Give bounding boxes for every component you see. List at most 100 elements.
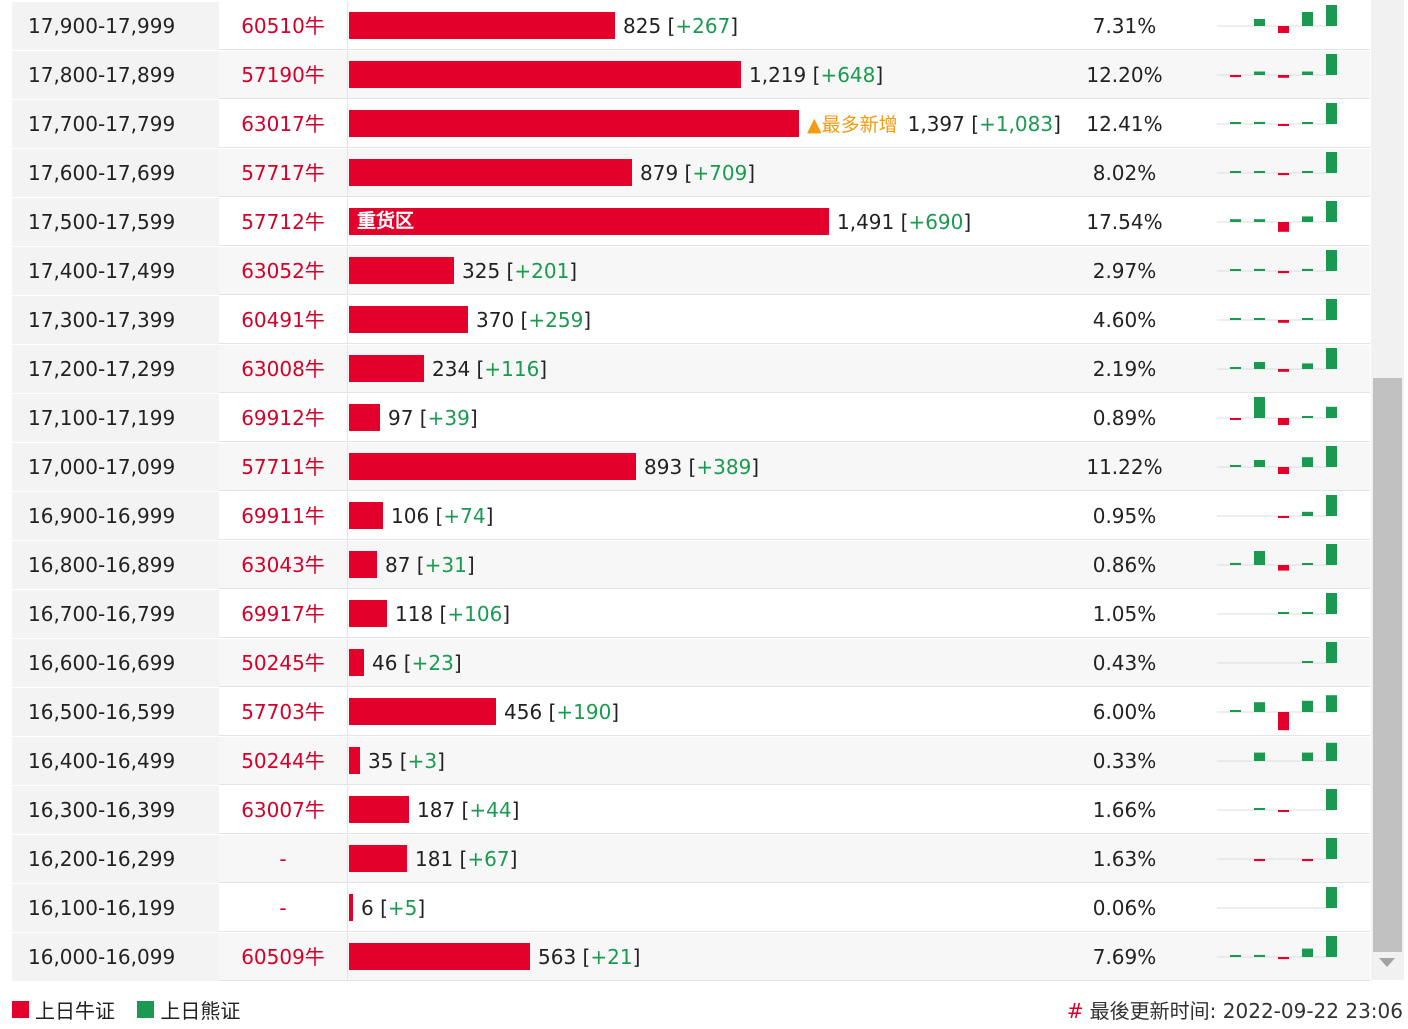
table-row[interactable]: 17,400-17,499 63052牛 325 [+201] 2.97% [12,247,1370,295]
volume-count: 106 [391,504,430,528]
trend-sparkline [1217,695,1337,731]
percentage: 1.63% [1092,847,1157,871]
table-row[interactable]: 16,900-16,999 69911牛 106 [+74] 0.95% [12,492,1370,540]
trend-sparkline [1217,495,1337,518]
warrant-code[interactable]: 63017牛 [241,112,325,136]
volume-change: +23 [411,651,454,675]
table-row[interactable]: 17,600-17,699 57717牛 879 [+709] 8.02% [12,149,1370,197]
sparkline-bar [1254,318,1265,320]
warrant-code[interactable]: 63008牛 [241,357,325,381]
sparkline-bar [1326,5,1337,26]
table-row[interactable]: 17,200-17,299 63008牛 234 [+116] 2.19% [12,345,1370,393]
warrant-code[interactable]: 63007牛 [241,798,325,822]
column-divider [347,884,348,932]
volume-value: 325 [+201] [462,259,578,283]
table-row[interactable]: 16,700-16,799 69917牛 118 [+106] 1.05% [12,590,1370,638]
warrant-code[interactable]: 69911牛 [241,504,325,528]
warrant-code[interactable]: 69912牛 [241,406,325,430]
warrant-code[interactable]: 63052牛 [241,259,325,283]
table-row[interactable]: 16,200-16,299 - 181 [+67] 1.63% [12,835,1370,883]
trend-sparkline [1217,593,1337,615]
sparkline-bar [1302,12,1313,26]
trend-sparkline [1217,103,1337,126]
percentage: 1.66% [1092,798,1157,822]
column-divider [347,394,348,442]
price-range: 16,300-16,399 [12,786,219,834]
table-row[interactable]: 16,000-16,099 60509牛 563 [+21] 7.69% [12,933,1370,981]
table-row[interactable]: 16,300-16,399 63007牛 187 [+44] 1.66% [12,786,1370,834]
sparkline-bar [1230,465,1241,467]
price-range: 16,200-16,299 [12,835,219,883]
sparkline-bar [1278,957,1289,960]
warrant-code[interactable]: 57703牛 [241,700,325,724]
volume-value: 1,491 [+690] [837,210,972,234]
legend-bull: 上日牛证 [12,995,115,1024]
table-row[interactable]: 17,900-17,999 60510牛 825 [+267] 7.31% [12,2,1370,50]
sparkline-bar [1254,859,1265,862]
percentage: 2.19% [1092,357,1157,381]
warrant-code[interactable]: 50245牛 [241,651,325,675]
volume-count: 187 [417,798,456,822]
table-row[interactable]: 16,400-16,499 50244牛 35 [+3] 0.33% [12,737,1370,785]
sparkline-bar [1302,122,1313,124]
hash-icon: # [1066,999,1084,1023]
column-divider [347,835,348,883]
volume-count: 825 [623,14,662,38]
warrant-code[interactable]: 69917牛 [241,602,325,626]
sparkline-bar [1254,702,1265,712]
volume-change: +201 [514,259,570,283]
sparkline-bar [1230,562,1241,565]
most-added-badge: ▲最多新增 [807,114,898,136]
vertical-scrollbar[interactable] [1371,0,1404,980]
table-row[interactable]: 16,600-16,699 50245牛 46 [+23] 0.43% [12,639,1370,687]
volume-bar [349,355,424,382]
table-row[interactable]: 17,500-17,599 57712牛 重货区 1,491 [+690] 17.54% [12,198,1370,246]
sparkline-bar [1230,955,1241,957]
scrollbar-thumb[interactable] [1373,378,1402,952]
table-row[interactable]: 17,300-17,399 60491牛 370 [+259] 4.60% [12,296,1370,344]
volume-value: 118 [+106] [395,602,511,626]
table-row[interactable]: 16,100-16,199 - 6 [+5] 0.06% [12,884,1370,932]
trend-sparkline [1217,250,1337,274]
warrant-code[interactable]: - [279,847,287,871]
percentage: 0.33% [1092,749,1157,773]
trend-sparkline [1217,5,1337,33]
volume-bar [349,747,360,774]
warrant-code[interactable]: 57190牛 [241,63,325,87]
sparkline-bar [1302,948,1313,957]
price-range: 17,500-17,599 [12,198,219,246]
warrant-code[interactable]: 57712牛 [241,210,325,234]
volume-count: 1,219 [749,63,807,87]
table-row[interactable]: 17,800-17,899 57190牛 1,219 [+648] 12.20% [12,51,1370,99]
warrant-code[interactable]: 57711牛 [241,455,325,479]
table-row[interactable]: 17,000-17,099 57711牛 893 [+389] 11.22% [12,443,1370,491]
volume-value: 563 [+21] [538,945,641,969]
table-row[interactable]: 16,500-16,599 57703牛 456 [+190] 6.00% [12,688,1370,736]
volume-change: +190 [556,700,612,724]
warrant-code[interactable]: 57717牛 [241,161,325,185]
scroll-down-arrow-icon[interactable] [1379,958,1395,967]
warrant-code[interactable]: - [279,896,287,920]
column-divider [347,51,348,99]
warrant-code[interactable]: 50244牛 [241,749,325,773]
volume-count: 234 [432,357,471,381]
volume-count: 370 [476,308,515,332]
update-time: 最後更新时间: 2022-09-22 23:06 [1089,999,1403,1023]
sparkline-bar [1326,936,1337,957]
table-row[interactable]: 17,700-17,799 63017牛 ▲最多新增 1,397 [+1,083] 12… [12,100,1370,148]
volume-bar [349,61,741,88]
price-range: 16,100-16,199 [12,884,219,932]
table-row[interactable]: 16,800-16,899 63043牛 87 [+31] 0.86% [12,541,1370,589]
sparkline-bar [1302,700,1313,712]
sparkline-bar [1302,416,1313,418]
table-row[interactable]: 17,100-17,199 69912牛 97 [+39] 0.89% [12,394,1370,442]
sparkline-bar [1302,457,1313,467]
warrant-code[interactable]: 60510牛 [241,14,325,38]
volume-value: 46 [+23] [372,651,462,675]
warrant-code[interactable]: 63043牛 [241,553,325,577]
column-divider [347,688,348,736]
column-divider [347,933,348,981]
warrant-code[interactable]: 60509牛 [241,945,325,969]
volume-count: 46 [372,651,398,675]
warrant-code[interactable]: 60491牛 [241,308,325,332]
